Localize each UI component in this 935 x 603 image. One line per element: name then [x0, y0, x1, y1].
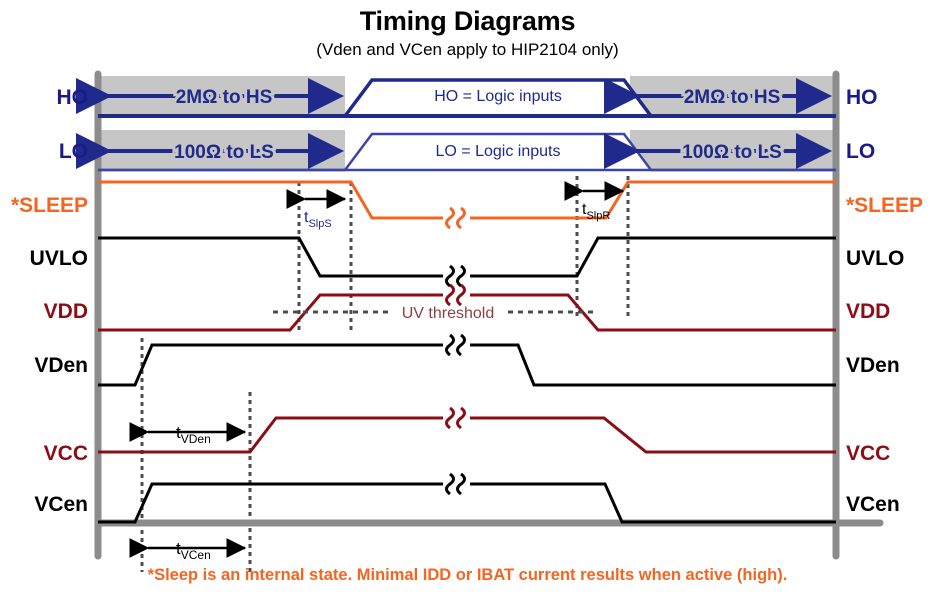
- lo-right-band-label: 100Ω to LS: [682, 142, 782, 163]
- signal-trace-vden: [98, 343, 836, 387]
- t-slps-sub: SlpS: [308, 218, 331, 230]
- break-symbol-sleep: [445, 206, 466, 230]
- signal-label-left-vcc: VCC: [43, 442, 88, 465]
- break-symbol-vcc: [445, 406, 466, 430]
- signal-label-right-vden: VDen: [846, 354, 900, 377]
- signal-label-right-uvlo: UVLO: [846, 247, 905, 270]
- signal-label-right-vdd: VDD: [846, 300, 891, 323]
- timing-mark-t-vden: tVDen: [129, 422, 247, 446]
- signal-label-left-sleep: *SLEEP: [10, 194, 88, 217]
- t-vcen-base: t: [176, 539, 181, 558]
- page-subtitle: (Vden and VCen apply to HIP2104 only): [316, 40, 619, 59]
- signal-trace-sleep: [98, 180, 836, 220]
- ho-center-box-label: HO = Logic inputs: [434, 88, 562, 105]
- signal-label-right-lo: LO: [846, 140, 876, 163]
- signal-label-left-uvlo: UVLO: [29, 247, 88, 270]
- t-slpr-label: tSlpR: [582, 201, 610, 222]
- signal-label-left-vden: VDen: [34, 354, 88, 377]
- signal-label-left-vdd: VDD: [43, 300, 88, 323]
- lo-left-band-label: 100Ω to LS: [174, 142, 274, 163]
- t-slpr-sub: SlpR: [586, 210, 610, 222]
- t-vden-base: t: [176, 423, 181, 442]
- signal-trace-ho: 2MΩ to HS 2MΩ to HS HO = Logic inputs: [76, 78, 836, 118]
- signal-label-right-ho: HO: [846, 86, 878, 109]
- lo-center-box-label: LO = Logic inputs: [436, 143, 561, 160]
- signal-trace-vcc: [98, 416, 836, 454]
- timing-mark-t-slpr: tSlpR: [564, 181, 625, 222]
- signal-label-left-lo: LO: [58, 140, 88, 163]
- footnote: *Sleep is an internal state. Minimal IDD…: [147, 566, 788, 584]
- signal-label-left-vcen: VCen: [34, 493, 88, 516]
- t-vcen-sub: VCen: [181, 548, 211, 562]
- signal-label-right-vcc: VCC: [846, 442, 891, 465]
- break-symbol-vcen: [445, 472, 466, 496]
- break-symbol-vdd: [445, 283, 466, 307]
- timing-mark-t-vcen: tVCen: [129, 538, 247, 562]
- signal-label-left-ho: HO: [56, 86, 89, 109]
- signal-label-right-vcen: VCen: [846, 493, 900, 516]
- signal-label-right-sleep: *SLEEP: [846, 194, 924, 217]
- ho-right-band-label: 2MΩ to HS: [684, 87, 781, 108]
- signal-trace-lo: 100Ω to LS 100Ω to LS LO = Logic inputs: [76, 132, 836, 172]
- break-symbol-vden: [445, 333, 466, 357]
- dashed-guides: [140, 176, 630, 572]
- t-vden-label: tVDen: [176, 423, 211, 446]
- t-vcen-label: tVCen: [176, 539, 211, 562]
- signal-trace-vcen: [98, 482, 836, 524]
- break-symbol-uvlo: [445, 264, 466, 288]
- signal-trace-uvlo: [98, 236, 836, 278]
- t-slpr-base: t: [582, 201, 587, 218]
- timing-mark-t-slps: tSlpS: [286, 189, 347, 230]
- page-title: Timing Diagrams: [359, 6, 576, 36]
- ho-left-band-label: 2MΩ to HS: [176, 87, 273, 108]
- uv-threshold-guide: UV threshold: [273, 305, 598, 322]
- uv-threshold-label: UV threshold: [402, 305, 495, 322]
- t-slps-label: tSlpS: [304, 209, 332, 230]
- t-slps-base: t: [304, 209, 309, 226]
- t-vden-sub: VDen: [181, 432, 211, 446]
